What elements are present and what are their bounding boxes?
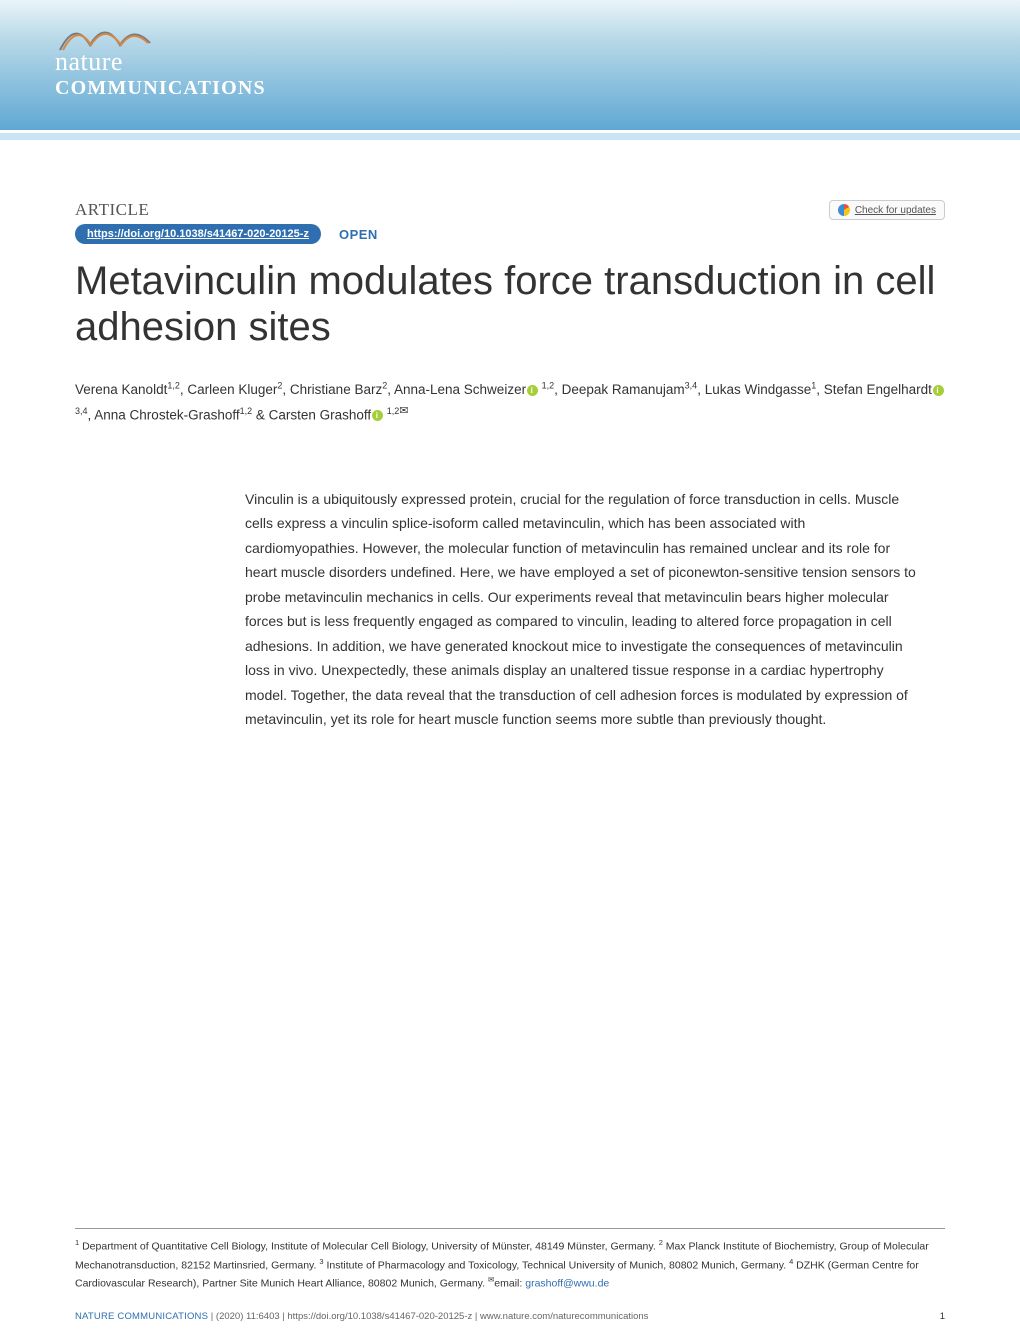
mail-icon: ✉: [399, 405, 408, 417]
footer-journal-name: NATURE COMMUNICATIONS: [75, 1311, 208, 1322]
doi-link[interactable]: https://doi.org/10.1038/s41467-020-20125…: [75, 224, 321, 244]
page-footer: NATURE COMMUNICATIONS | (2020) 11:6403 |…: [75, 1311, 945, 1322]
orcid-icon: [933, 385, 944, 396]
journal-header-band: nature COMMUNICATIONS: [0, 0, 1020, 130]
doi-row: https://doi.org/10.1038/s41467-020-20125…: [75, 224, 945, 244]
orcid-icon: [372, 410, 383, 421]
article-content: ARTICLE Check for updates https://doi.or…: [0, 140, 1020, 732]
abstract-text: Vinculin is a ubiquitously expressed pro…: [245, 487, 920, 732]
affiliations: 1 Department of Quantitative Cell Biolog…: [75, 1228, 945, 1292]
orcid-icon: [527, 385, 538, 396]
article-topline: ARTICLE Check for updates: [75, 200, 945, 220]
article-type-label: ARTICLE: [75, 200, 149, 220]
article-title: Metavinculin modulates force transductio…: [75, 258, 945, 350]
footer-citation: | (2020) 11:6403 | https://doi.org/10.10…: [211, 1311, 649, 1322]
footer-citation-block: NATURE COMMUNICATIONS | (2020) 11:6403 |…: [75, 1311, 648, 1322]
check-updates-button[interactable]: Check for updates: [829, 200, 945, 220]
open-access-label: OPEN: [339, 227, 378, 242]
crossmark-icon: [838, 204, 850, 216]
header-divider: [0, 130, 1020, 140]
logo-text-communications: COMMUNICATIONS: [55, 77, 266, 100]
journal-logo: nature COMMUNICATIONS: [55, 15, 266, 100]
check-updates-label: Check for updates: [855, 205, 936, 216]
author-list: Verena Kanoldt1,2, Carleen Kluger2, Chri…: [75, 378, 945, 427]
footer-page-number: 1: [940, 1311, 945, 1322]
logo-text-nature: nature: [55, 47, 266, 77]
corresponding-email-link[interactable]: grashoff@wwu.de: [525, 1277, 609, 1289]
